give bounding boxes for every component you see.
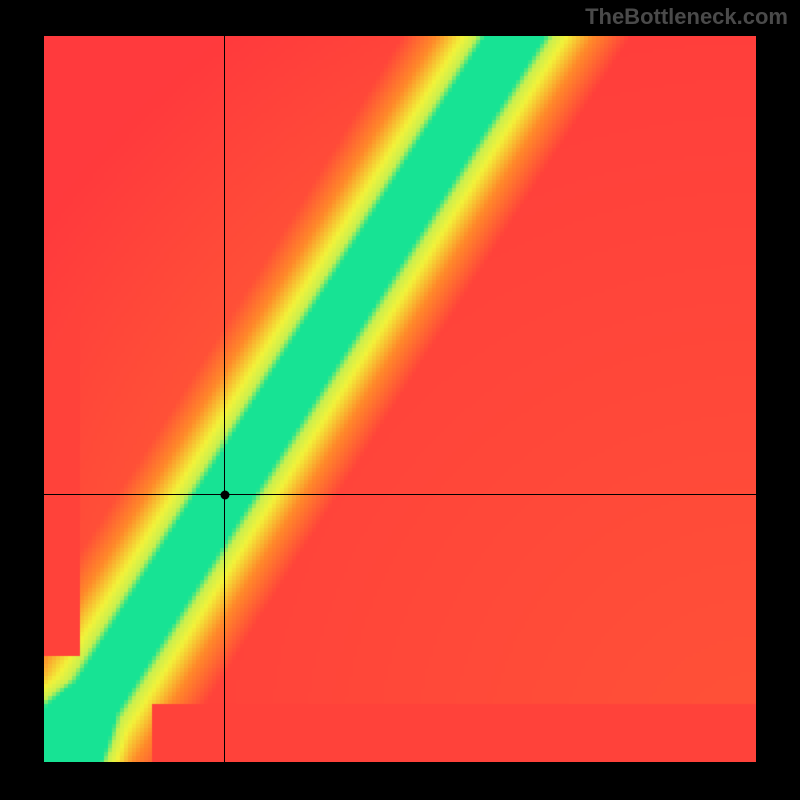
heatmap-canvas xyxy=(44,36,756,762)
heatmap-stage xyxy=(44,36,756,762)
crosshair-horizontal xyxy=(44,494,756,495)
crosshair-marker xyxy=(220,490,229,499)
watermark-text: TheBottleneck.com xyxy=(585,4,788,30)
crosshair-vertical xyxy=(224,36,225,762)
